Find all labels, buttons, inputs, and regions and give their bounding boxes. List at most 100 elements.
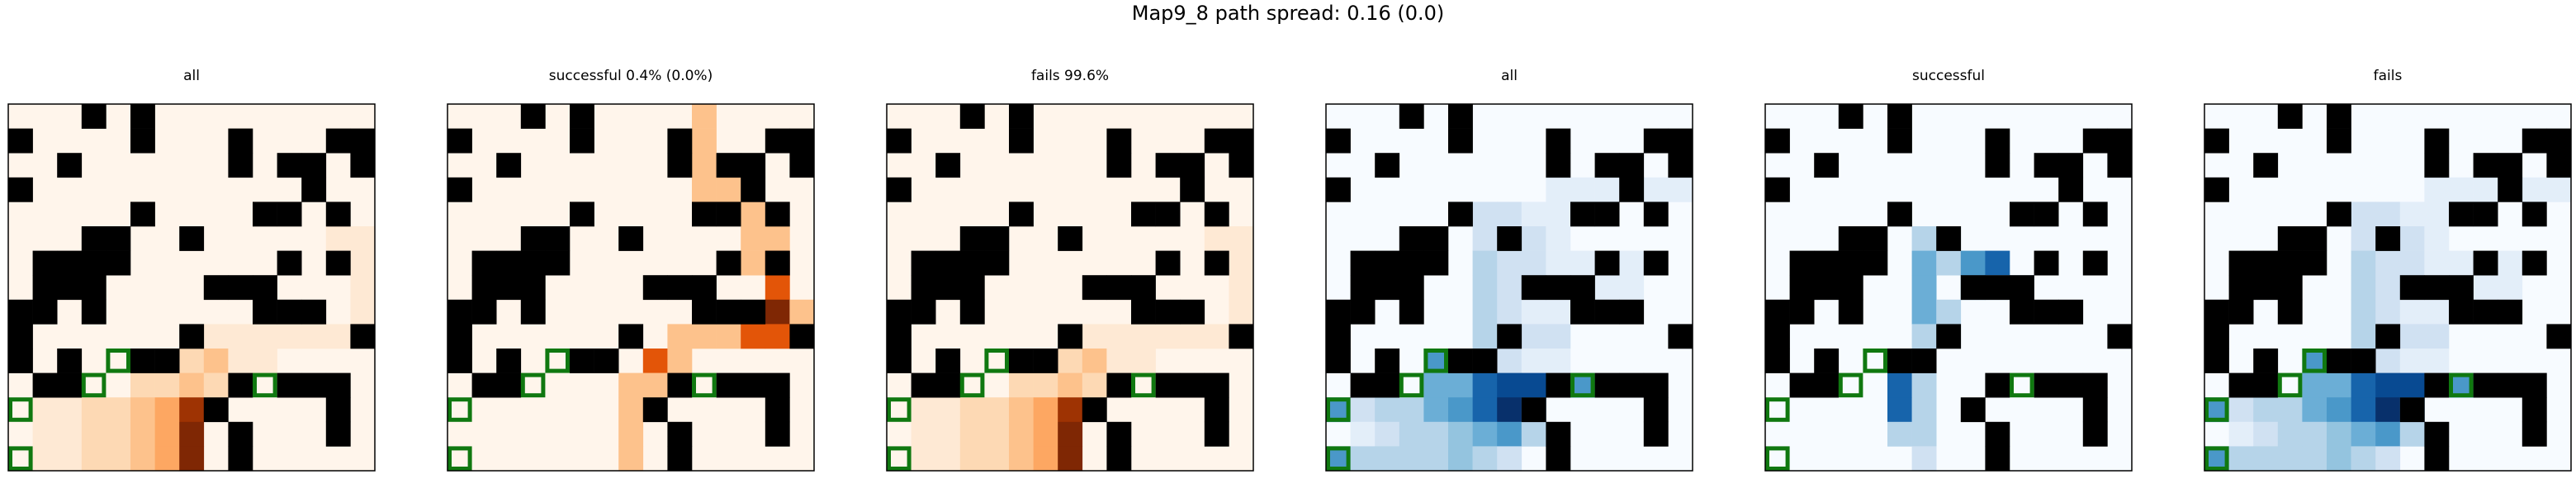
heat-cell [2351, 324, 2376, 349]
wall-cell [1399, 104, 1424, 129]
wall-cell [959, 299, 985, 325]
heat-cell [2375, 202, 2401, 227]
wall-cell [692, 275, 717, 301]
heat-cell [2399, 372, 2425, 398]
heat-cell [2302, 397, 2327, 423]
wall-cell [667, 421, 693, 447]
heat-cell [959, 421, 985, 447]
wall-cell [57, 153, 83, 178]
wall-cell [2277, 250, 2303, 276]
heat-cell [1887, 372, 1912, 398]
wall-cell [935, 372, 961, 398]
wall-cell [2522, 421, 2547, 447]
heat-cell [81, 421, 107, 447]
wall-cell [1204, 202, 1229, 227]
wall-cell [1082, 275, 1107, 301]
wall-cell [301, 299, 327, 325]
panel-frame [2204, 103, 2572, 472]
goal-marker [2010, 372, 2034, 398]
wall-cell [887, 128, 912, 154]
goal-marker [1326, 397, 1351, 422]
wall-cell [1326, 177, 1351, 202]
wall-cell [1838, 104, 1863, 129]
wall-cell [1985, 128, 2010, 154]
wall-cell [911, 275, 936, 301]
heat-cell [2424, 202, 2450, 227]
wall-cell [1399, 275, 1424, 301]
panel-title: all [183, 68, 200, 84]
heat-cell [228, 349, 253, 373]
heat-cell [130, 446, 155, 472]
heat-cell [179, 397, 205, 423]
heat-cell [154, 421, 180, 447]
wall-cell [1643, 397, 1669, 423]
wall-cell [1229, 324, 1254, 349]
panel-3: fails 99.6% [886, 68, 1254, 472]
heat-cell [325, 226, 351, 251]
heat-cell [2327, 397, 2351, 423]
heat-cell [1375, 446, 1400, 472]
heat-cell [2228, 397, 2254, 423]
wall-cell [1521, 275, 1546, 301]
wall-cell [1668, 153, 1693, 178]
wall-cell [911, 372, 936, 398]
heat-cell [1009, 446, 1034, 472]
heat-cell [716, 324, 741, 349]
wall-cell [741, 177, 766, 202]
wall-cell [1570, 299, 1595, 325]
wall-cell [1619, 299, 1645, 325]
wall-cell [716, 250, 741, 276]
wall-cell [130, 104, 155, 129]
heat-cell [741, 250, 766, 276]
heat-cell [1448, 372, 1473, 398]
wall-cell [2228, 299, 2254, 325]
heat-cell [32, 421, 58, 447]
wall-cell [1326, 324, 1351, 349]
wall-cell [350, 324, 376, 349]
wall-cell [1155, 153, 1181, 178]
wall-cell [2204, 177, 2229, 202]
goal-marker [984, 349, 1010, 373]
wall-cell [2546, 324, 2572, 349]
heat-cell [2375, 275, 2401, 301]
heat-cell [765, 226, 790, 251]
wall-cell [1546, 275, 1571, 301]
wall-cell [1497, 226, 1522, 251]
heat-cell [1570, 177, 1595, 202]
heat-cell [2277, 421, 2303, 447]
heat-cell [765, 275, 790, 301]
wall-cell [1863, 226, 1888, 251]
heat-cell [2424, 250, 2450, 276]
heat-cell [1911, 299, 1937, 325]
heat-cell [179, 372, 205, 398]
heat-cell [203, 324, 229, 349]
wall-cell [2107, 324, 2133, 349]
wall-cell [2082, 128, 2108, 154]
wall-cell [2058, 372, 2084, 398]
wall-cell [277, 299, 302, 325]
wall-cell [1399, 226, 1424, 251]
wall-cell [2473, 372, 2498, 398]
panel-frame [7, 103, 376, 472]
heat-cell [1058, 349, 1083, 373]
wall-cell [935, 275, 961, 301]
panel-title: all [1501, 68, 1518, 84]
panel-1: all [7, 68, 376, 472]
heat-cell [2253, 421, 2279, 447]
wall-cell [1448, 349, 1473, 373]
heat-cell [1546, 202, 1571, 227]
wall-cell [716, 372, 741, 398]
heat-cell [179, 446, 205, 472]
heat-cell [130, 372, 155, 398]
wall-cell [1838, 299, 1863, 325]
wall-cell [447, 299, 472, 325]
heat-cell [984, 397, 1010, 423]
wall-cell [32, 275, 58, 301]
heat-cell [2424, 324, 2450, 349]
wall-cell [1106, 421, 1132, 447]
wall-cell [1375, 250, 1400, 276]
wall-cell [1423, 226, 1449, 251]
heat-cell [1350, 421, 1376, 447]
goal-marker [2204, 397, 2229, 422]
